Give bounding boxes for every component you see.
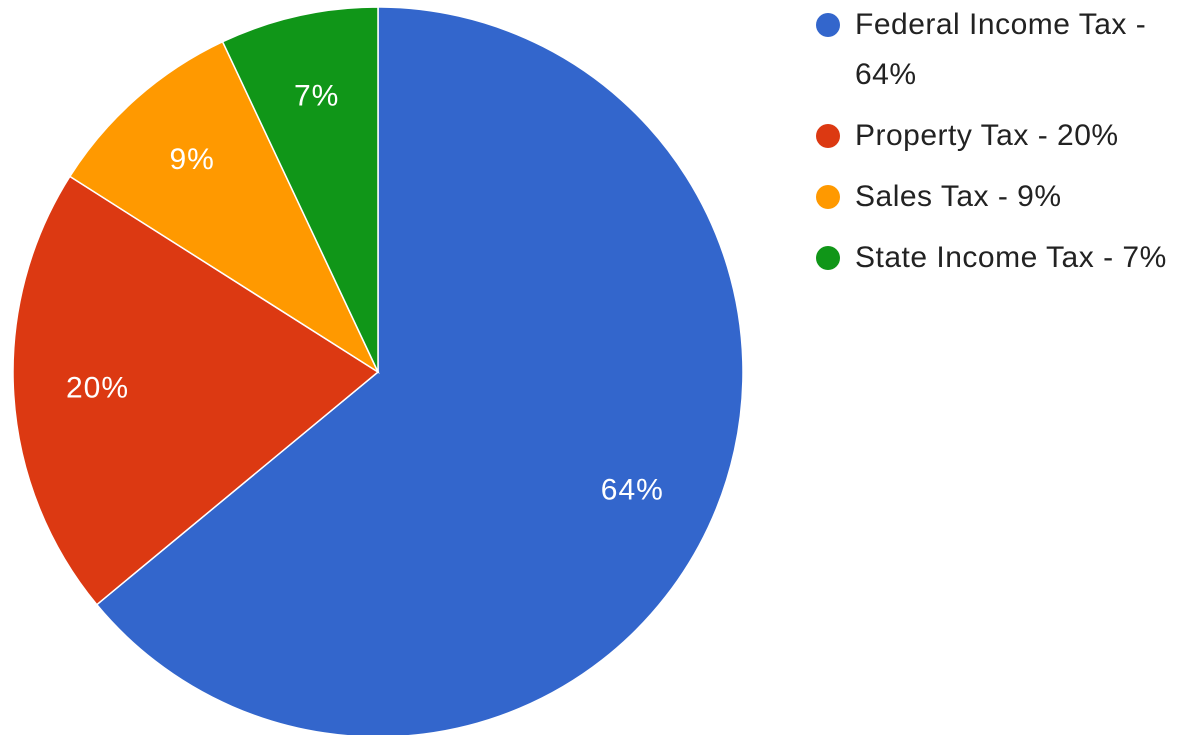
pie-slice <box>12 175 380 606</box>
pie-slice <box>68 40 380 375</box>
legend-swatch <box>816 185 840 209</box>
legend-label: Federal Income Tax - 64% <box>855 8 1147 91</box>
slice-label: 20% <box>66 372 129 405</box>
legend-swatch <box>816 13 840 37</box>
pie-area: 64% 20% 9% 7% <box>12 6 744 735</box>
legend-label: Sales Tax - 9% <box>855 180 1062 213</box>
pie-slice <box>95 6 744 735</box>
legend-swatch <box>816 246 840 270</box>
legend-item: Property Tax - 20% <box>814 111 1188 161</box>
slice-label: 9% <box>169 143 214 176</box>
legend-item: Sales Tax - 9% <box>814 172 1188 222</box>
slice-label: 7% <box>294 80 339 113</box>
legend-label: State Income Tax - 7% <box>855 241 1167 274</box>
legend: Federal Income Tax - 64% Property Tax - 2… <box>814 0 1188 294</box>
pie-slice <box>221 6 379 373</box>
slice-label: 64% <box>601 474 664 507</box>
legend-swatch <box>816 124 840 148</box>
legend-label: Property Tax - 20% <box>855 119 1119 152</box>
legend-item: Federal Income Tax - 64% <box>814 0 1188 100</box>
legend-item: State Income Tax - 7% <box>814 233 1188 283</box>
